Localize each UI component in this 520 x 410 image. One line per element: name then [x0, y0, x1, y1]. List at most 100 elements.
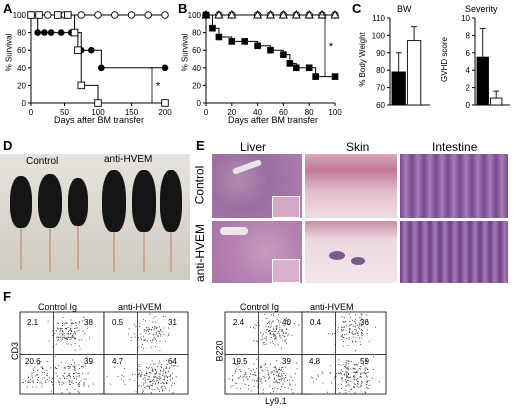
flow-3-event [264, 380, 266, 382]
flow-2-event [157, 387, 159, 389]
flow-3-event [292, 392, 294, 394]
flow-4-event [357, 377, 359, 379]
flow-1-event [81, 338, 83, 340]
flow-2-event [129, 379, 131, 380]
flow-4-event [357, 335, 359, 337]
flow-2-event [143, 375, 145, 377]
flow-3-event [263, 364, 265, 366]
flow-2-event [164, 375, 166, 377]
flow-3-event [263, 343, 265, 345]
flow-3-q-ll: 19.5 [232, 357, 248, 366]
flow-2-event [140, 333, 142, 335]
flow-2-event [134, 373, 136, 375]
flow-2-event [137, 337, 139, 338]
flow-3-event [265, 380, 267, 382]
flow-3-event [270, 333, 272, 335]
flow-1-event [74, 388, 76, 390]
flow-2-event [163, 383, 165, 385]
flow-3-event [274, 381, 276, 383]
a-ytick-label: 20 [17, 81, 26, 90]
flow-2-event [162, 371, 164, 373]
b-xtick-label: 20 [227, 108, 236, 117]
flow-2-event [164, 386, 166, 387]
col-liver: Liver [240, 140, 267, 154]
flow-4-event [354, 386, 355, 388]
flow-2-event [143, 348, 145, 349]
flow-1-event [72, 323, 74, 324]
flow-2-event [145, 375, 147, 377]
flow-2-event [168, 371, 169, 373]
flow-4-event [359, 373, 361, 375]
b-series-1-point [278, 10, 288, 19]
flow-2-event [160, 370, 161, 372]
flow-3-event [281, 376, 283, 378]
flow-4-event [351, 324, 353, 325]
flow-1-event [60, 338, 62, 340]
flow-2-event [160, 378, 162, 380]
a-sig-star: * [156, 80, 161, 92]
flow-3-event [272, 342, 274, 344]
flow-2-event [148, 376, 150, 378]
flow-4-event [346, 375, 348, 376]
flow-3-event [264, 337, 266, 339]
flow-2-event [154, 338, 156, 340]
flow-2-event [162, 373, 164, 375]
flow-4-event [356, 385, 358, 387]
flow-3-event [274, 344, 276, 346]
flow-2-event [148, 330, 150, 332]
flow-4-event [360, 372, 362, 374]
flow-4-event [349, 324, 351, 326]
flow-1-event [61, 333, 63, 335]
flow-2-q-ur: 31 [168, 318, 177, 327]
mouse-treated-3 [160, 170, 182, 232]
panel-c-chart: 60 70 80 90 100 110 0 2 4 6 8 10 [372, 14, 510, 110]
flow-2-event [156, 378, 158, 380]
b-series-2-line [206, 14, 335, 78]
flow-4-event [327, 333, 329, 334]
flow-1-event [61, 340, 63, 342]
flow-3-event [278, 379, 280, 380]
flow-3-event [234, 382, 236, 384]
flow-4-event [365, 359, 367, 361]
histo-liver-control [212, 154, 302, 218]
flow-1-event [77, 383, 79, 385]
flow-4-frame [301, 311, 387, 395]
flow-4-event [345, 361, 347, 363]
flow-4-event [340, 369, 342, 371]
flow-4-event [348, 379, 350, 381]
flow-1-event [31, 372, 33, 374]
flow-1-event [72, 383, 74, 384]
flow-4-event [366, 387, 368, 389]
flow-3-event [289, 375, 291, 377]
flow-4-event [357, 325, 359, 326]
flow-2-event [164, 379, 165, 381]
flow-4-event [353, 368, 355, 370]
flow-4-event [353, 371, 355, 373]
flow-4-event [341, 339, 343, 341]
flow-2-event [142, 318, 144, 320]
flow-2-event [169, 366, 171, 368]
col-intestine: Intestine [432, 140, 478, 154]
flow-4-event [361, 337, 363, 339]
a-xtick-label: 200 [158, 108, 172, 117]
flow-1-event [70, 324, 72, 326]
flow-2-event [162, 379, 164, 381]
flow-2-event [152, 327, 154, 328]
a-series-1-point [34, 29, 41, 36]
flow-4-event [353, 376, 354, 378]
flow-4-event [356, 371, 358, 373]
flow-1-event [53, 372, 55, 374]
flow-4-event [353, 378, 355, 380]
flow-2-event [150, 380, 152, 382]
a-ytick-label: 0 [22, 99, 27, 108]
flow-1-event [59, 382, 60, 384]
b-sig-bracket [321, 14, 326, 77]
flow-1-event [28, 382, 30, 383]
flow-3-event [278, 374, 280, 376]
label-anti-hvem: anti-HVEM [104, 154, 153, 165]
flow-4-event [333, 377, 335, 379]
a-series-1-point [57, 29, 65, 36]
flow-2-event [146, 366, 148, 368]
flow-4-event [345, 392, 347, 394]
flow-3-event [275, 330, 276, 332]
